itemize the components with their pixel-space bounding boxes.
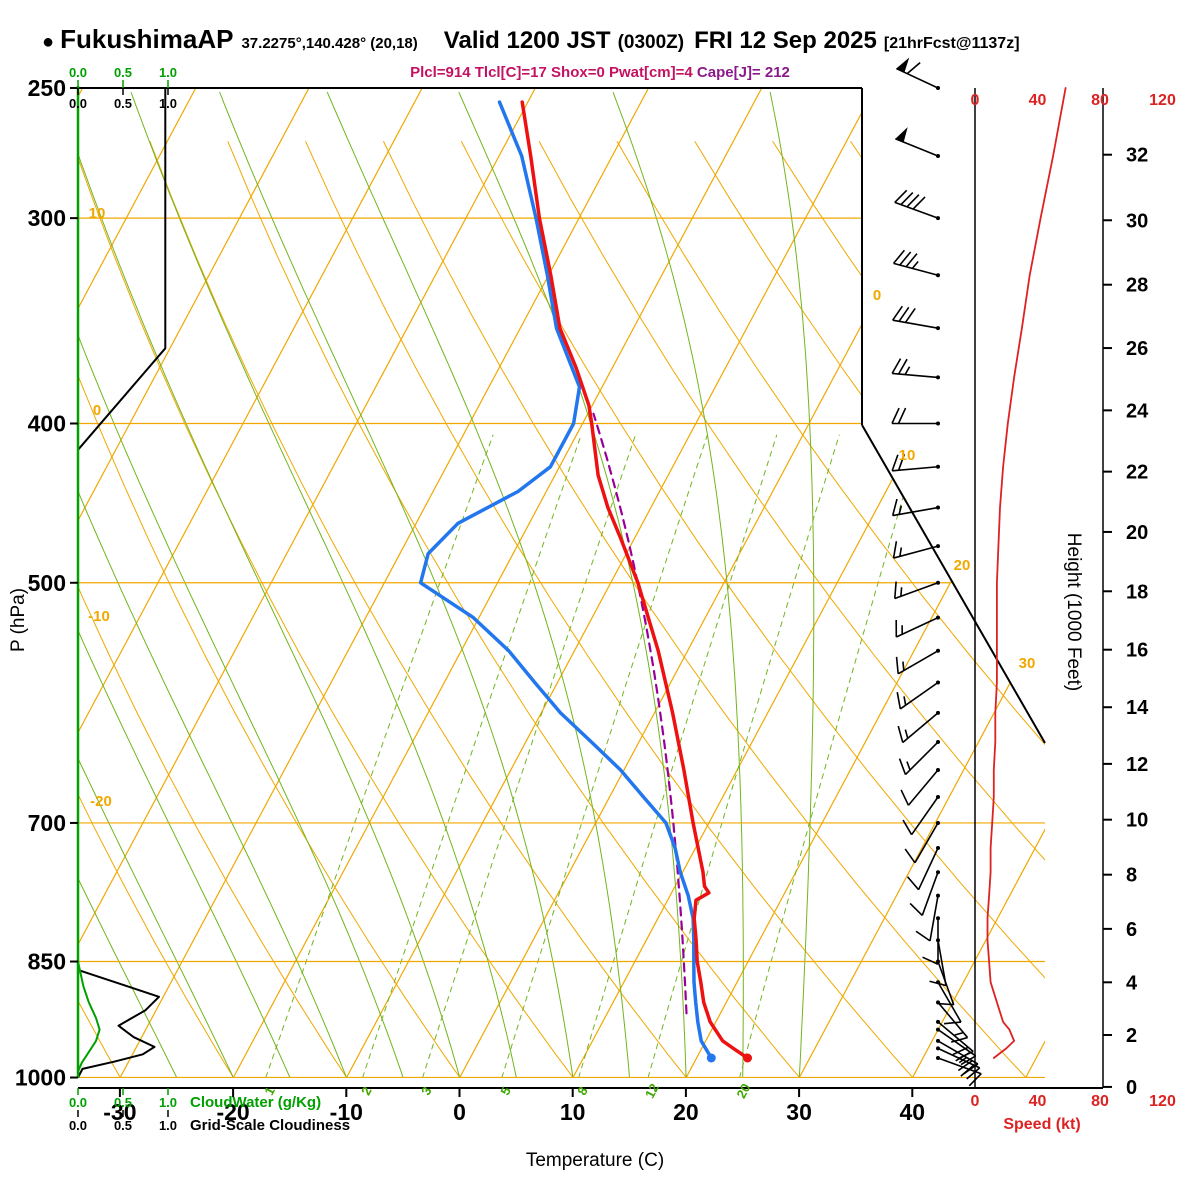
svg-text:18: 18: [1126, 581, 1148, 603]
valid-date: FRI 12 Sep 2025: [694, 27, 877, 54]
legend: CloudWater (g/Kg) Grid-Scale Cloudiness: [190, 1094, 350, 1134]
svg-text:10: 10: [89, 205, 106, 222]
svg-text:1.0: 1.0: [159, 1095, 177, 1110]
skewt-background: [78, 88, 1045, 1078]
svg-text:P (hPa): P (hPa): [8, 588, 29, 652]
svg-text:3: 3: [418, 1084, 435, 1097]
svg-text:40: 40: [1029, 1093, 1047, 1110]
svg-text:1.0: 1.0: [159, 65, 177, 80]
station-coordinates: 37.2275°,140.428° (20,18): [241, 35, 418, 52]
forecast-hour: [21hrFcst@1137z]: [883, 35, 1020, 52]
title-bar: ● FukushimaAP 37.2275°,140.428° (20,18) Val…: [42, 24, 1020, 55]
svg-text:20: 20: [733, 1081, 753, 1101]
svg-text:0: 0: [971, 92, 980, 109]
svg-text:0: 0: [873, 287, 881, 304]
cloud-profiles: [78, 88, 167, 1078]
svg-text:0.5: 0.5: [114, 96, 132, 111]
svg-text:0.0: 0.0: [69, 1095, 87, 1110]
svg-text:14: 14: [1126, 697, 1149, 719]
valid-time: Valid 1200 JST: [443, 27, 611, 54]
svg-text:10: 10: [560, 1099, 586, 1125]
svg-text:80: 80: [1091, 1093, 1109, 1110]
svg-text:12: 12: [642, 1081, 662, 1101]
svg-text:250: 250: [28, 75, 66, 101]
svg-text:20: 20: [954, 557, 971, 574]
svg-text:Speed (kt): Speed (kt): [1003, 1116, 1080, 1133]
svg-text:120: 120: [1149, 1093, 1176, 1110]
mixing-ratio-labels: 1 2 3 5 8 12 20: [261, 1081, 753, 1101]
svg-text:500: 500: [28, 570, 66, 596]
svg-text:8: 8: [1126, 865, 1137, 887]
svg-text:4: 4: [1126, 972, 1138, 994]
temperature-profile: [520, 100, 753, 1063]
svg-text:0.0: 0.0: [69, 96, 87, 111]
svg-text:5: 5: [497, 1084, 514, 1097]
svg-text:300: 300: [28, 205, 66, 231]
svg-text:2: 2: [358, 1084, 375, 1097]
svg-text:80: 80: [1091, 92, 1109, 109]
svg-text:0.5: 0.5: [114, 1095, 132, 1110]
svg-text:12: 12: [1126, 754, 1148, 776]
valid-time-utc: (0300Z): [617, 32, 685, 53]
plot-boundary: [76, 86, 1046, 1088]
svg-text:8: 8: [574, 1084, 591, 1097]
svg-text:0: 0: [971, 1093, 980, 1110]
svg-text:30: 30: [1126, 210, 1148, 232]
wind-barbs: [891, 57, 982, 1087]
svg-text:0.0: 0.0: [69, 1118, 87, 1133]
svg-text:0.5: 0.5: [114, 1118, 132, 1133]
parcel-path: [592, 412, 688, 1015]
svg-text:20: 20: [673, 1099, 699, 1125]
svg-text:0: 0: [93, 402, 101, 419]
svg-text:30: 30: [786, 1099, 812, 1125]
svg-text:-10: -10: [88, 608, 110, 625]
svg-text:24: 24: [1126, 400, 1149, 422]
svg-text:16: 16: [1126, 640, 1148, 662]
svg-text:32: 32: [1126, 145, 1148, 167]
svg-text:Height (1000 Feet): Height (1000 Feet): [1063, 533, 1084, 691]
svg-text:0: 0: [1126, 1077, 1137, 1099]
svg-text:2: 2: [1126, 1025, 1137, 1047]
svg-text:10: 10: [1126, 810, 1148, 832]
dewpoint-profile: [418, 100, 716, 1063]
svg-text:Temperature (C): Temperature (C): [526, 1150, 664, 1171]
svg-text:-30: -30: [103, 1099, 136, 1125]
svg-text:Grid-Scale Cloudiness: Grid-Scale Cloudiness: [190, 1117, 350, 1134]
svg-text:22: 22: [1126, 462, 1148, 484]
svg-text:26: 26: [1126, 338, 1148, 360]
svg-text:850: 850: [28, 949, 66, 975]
svg-text:28: 28: [1126, 275, 1148, 297]
svg-text:40: 40: [1029, 92, 1047, 109]
svg-text:0: 0: [453, 1099, 466, 1125]
svg-text:1000: 1000: [15, 1065, 66, 1091]
svg-text:20: 20: [1126, 522, 1148, 544]
station-name: FukushimaAP: [60, 24, 234, 54]
indices-main: Plcl=914 Tlcl[C]=17 Shox=0 Pwat[cm]=4: [410, 64, 693, 81]
svg-text:30: 30: [1019, 655, 1036, 672]
svg-text:10: 10: [899, 447, 916, 464]
svg-text:-10: -10: [330, 1099, 363, 1125]
svg-text:120: 120: [1149, 92, 1176, 109]
stability-indices: Plcl=914 Tlcl[C]=17 Shox=0 Pwat[cm]=4 Ca…: [410, 64, 790, 81]
svg-text:-20: -20: [216, 1099, 249, 1125]
svg-text:6: 6: [1126, 919, 1137, 941]
svg-text:CloudWater (g/Kg): CloudWater (g/Kg): [190, 1094, 321, 1111]
svg-text:40: 40: [900, 1099, 926, 1125]
svg-text:700: 700: [28, 810, 66, 836]
isotherm-labels: 0 10 20 30 10 0 -10 -20: [88, 205, 1035, 810]
station-bullet-icon: ●: [42, 31, 55, 53]
svg-text:1.0: 1.0: [159, 96, 177, 111]
svg-text:0.5: 0.5: [114, 65, 132, 80]
svg-text:0.0: 0.0: [69, 65, 87, 80]
indices-cape: Cape[J]= 212: [696, 64, 790, 81]
speed-profile: [986, 87, 1067, 1059]
svg-text:1.0: 1.0: [159, 1118, 177, 1133]
svg-text:-20: -20: [90, 793, 112, 810]
svg-text:400: 400: [28, 410, 66, 436]
